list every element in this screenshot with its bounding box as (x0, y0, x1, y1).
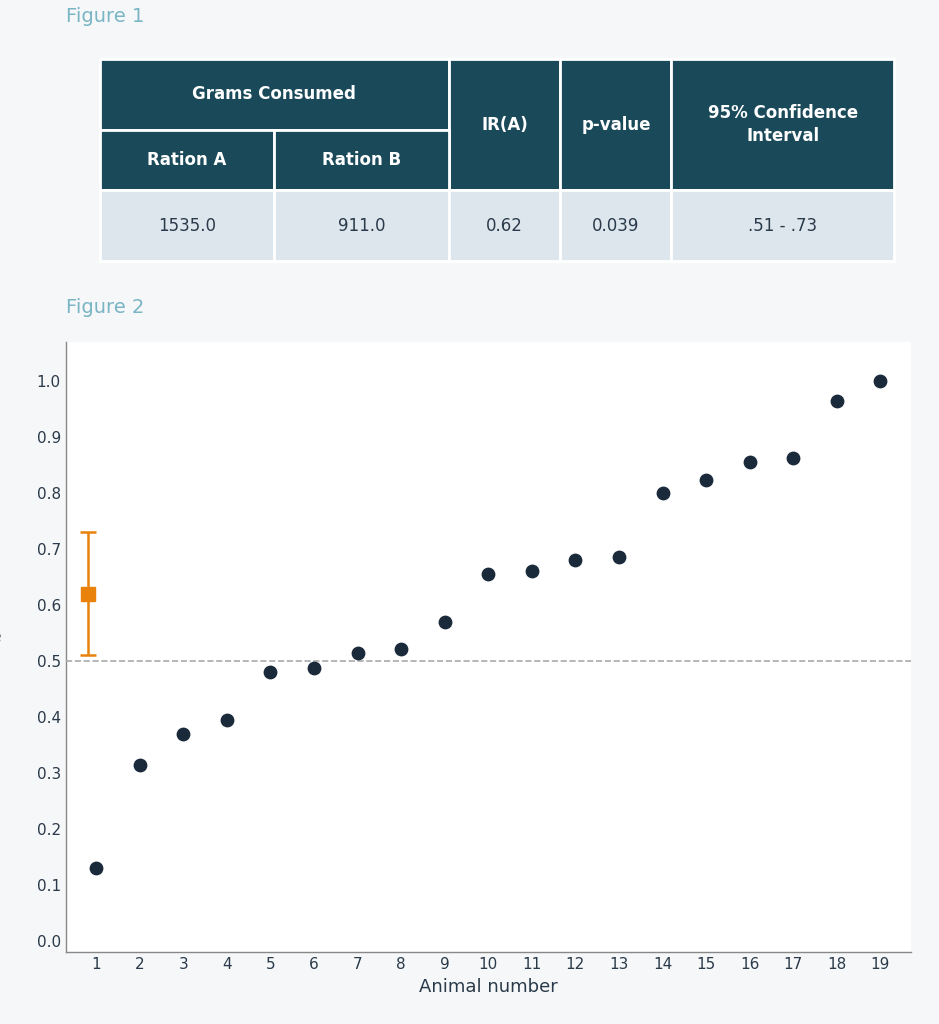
Point (88, 860, 103, 877)
Point (393, 640, 408, 656)
Text: Figure 2: Figure 2 (66, 298, 144, 317)
Point (786, 450, 801, 466)
X-axis label: Animal number: Animal number (419, 978, 558, 995)
Text: 95% Confidence
Interval: 95% Confidence Interval (708, 103, 857, 145)
Bar (100, 59, 449, 130)
Point (699, 472, 714, 488)
Point (655, 484, 670, 501)
Point (568, 552, 583, 568)
Bar (274, 190, 449, 261)
Point (481, 566, 496, 583)
Text: Figure 1: Figure 1 (66, 7, 144, 26)
Text: 0.62: 0.62 (486, 216, 523, 234)
Text: Ration A: Ration A (147, 151, 226, 169)
Point (220, 712, 235, 728)
Text: Ration B: Ration B (322, 151, 401, 169)
Text: Grams Consumed: Grams Consumed (192, 85, 356, 103)
Text: 0.039: 0.039 (593, 216, 639, 234)
Point (263, 664, 278, 680)
Text: .51 - .73: .51 - .73 (748, 216, 817, 234)
Point (611, 549, 626, 565)
Point (350, 644, 365, 660)
Point (176, 726, 191, 742)
Bar (100, 190, 274, 261)
Text: IR(A): IR(A) (482, 116, 528, 133)
Point (873, 373, 888, 389)
Bar (561, 59, 671, 190)
Bar (671, 59, 894, 190)
Text: p-value: p-value (581, 116, 651, 133)
Y-axis label: Intake
ratio: Intake ratio (0, 628, 2, 667)
Bar (274, 130, 449, 190)
Point (742, 454, 757, 470)
Point (306, 660, 321, 677)
Bar (449, 59, 561, 190)
Point (438, 613, 453, 630)
Point (829, 392, 844, 409)
Text: 911.0: 911.0 (338, 216, 385, 234)
Bar (561, 190, 671, 261)
Bar (100, 130, 274, 190)
Bar (671, 190, 894, 261)
Point (132, 757, 147, 773)
Bar (449, 190, 561, 261)
Point (524, 563, 539, 580)
Text: 1535.0: 1535.0 (158, 216, 216, 234)
